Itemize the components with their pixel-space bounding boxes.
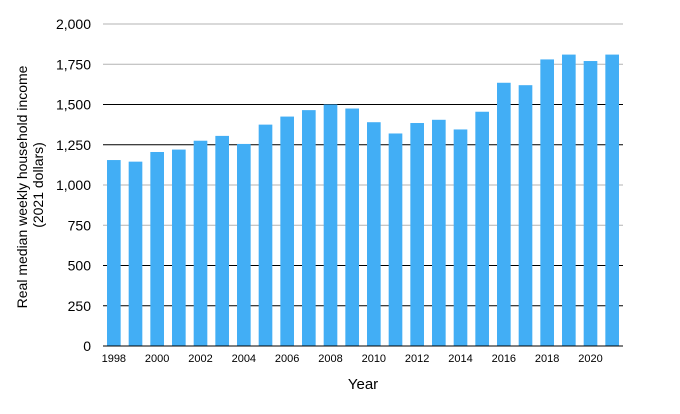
bar xyxy=(302,110,316,346)
gridlines xyxy=(103,23,623,307)
y-tick-label: 750 xyxy=(68,217,92,233)
y-tick-label: 1,500 xyxy=(56,97,91,113)
bar xyxy=(367,122,381,347)
y-axis-title: Real median weekly household income (202… xyxy=(14,62,46,309)
y-tick-label: 0 xyxy=(83,338,91,354)
bar xyxy=(605,54,619,347)
x-tick-label: 2016 xyxy=(492,353,516,365)
y-axis-title-line-1: Real median weekly household income xyxy=(14,65,30,308)
bar xyxy=(583,61,598,346)
x-axis-title: Year xyxy=(348,376,378,393)
bar xyxy=(215,135,229,346)
y-tick-label: 1,250 xyxy=(56,137,91,153)
bar xyxy=(193,140,208,346)
x-tick-label: 2012 xyxy=(405,353,429,365)
bar xyxy=(323,104,338,346)
y-axis-title-line-2: (2021 dollars) xyxy=(30,142,46,228)
bar xyxy=(562,54,576,347)
x-tick-label: 2002 xyxy=(188,353,212,365)
bar xyxy=(150,151,164,346)
y-axis-ticks: 0 250 500 750 1,000 1,250 1,500 1,750 2,000 xyxy=(56,16,91,354)
bar xyxy=(128,161,143,346)
bar xyxy=(172,149,186,346)
x-axis-ticks: 1998 2000 2002 2004 2006 2008 2010 2012 2014 2016… xyxy=(102,353,603,365)
y-tick-label: 250 xyxy=(68,298,92,314)
y-tick-label: 1,750 xyxy=(56,56,91,72)
bar xyxy=(345,108,359,347)
bars xyxy=(107,54,619,347)
bar xyxy=(497,82,511,346)
bar xyxy=(258,124,273,346)
bar xyxy=(280,116,294,346)
x-tick-label: 2004 xyxy=(232,353,256,365)
bar xyxy=(410,123,424,346)
y-tick-label: 1,000 xyxy=(56,177,91,193)
x-tick-label: 2010 xyxy=(362,353,386,365)
bar xyxy=(540,59,554,347)
bar xyxy=(453,129,468,346)
x-tick-label: 2014 xyxy=(448,353,472,365)
bar xyxy=(107,160,121,346)
x-tick-label: 2006 xyxy=(275,353,299,365)
x-tick-label: 2000 xyxy=(145,353,169,365)
x-tick-label: 2018 xyxy=(535,353,559,365)
bar xyxy=(432,119,446,346)
bar xyxy=(475,111,489,347)
x-tick-label: 1998 xyxy=(102,353,126,365)
x-tick-label: 2020 xyxy=(578,353,602,365)
bar xyxy=(237,143,251,346)
x-tick-label: 2008 xyxy=(318,353,342,365)
y-tick-label: 2,000 xyxy=(56,16,91,32)
y-tick-label: 500 xyxy=(68,258,92,274)
bar xyxy=(388,133,403,346)
bar xyxy=(518,85,533,347)
